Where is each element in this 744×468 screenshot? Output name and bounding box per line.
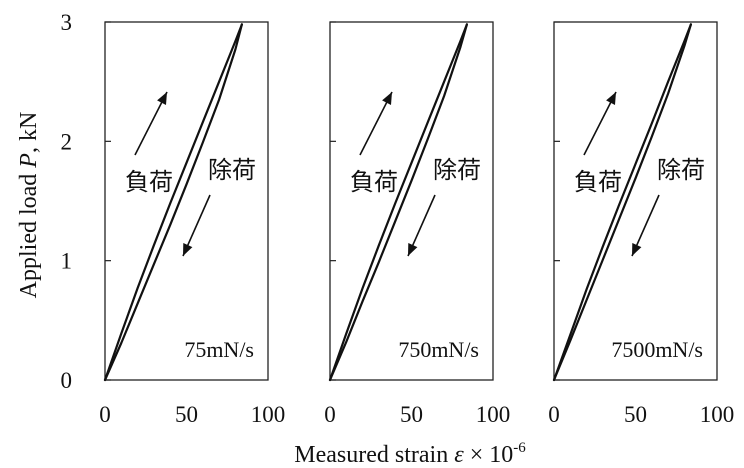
panel-2: 0 50 100 負荷 除荷 750mN/s — [324, 21, 511, 427]
rate-label: 7500mN/s — [611, 337, 703, 362]
unloading-curve — [328, 23, 468, 382]
unloading-label: 除荷 — [208, 156, 256, 184]
x-tick-label: 0 — [99, 402, 111, 427]
panels: 0 50 100 負荷 除荷 75mN/s 0 50 100 負荷 除荷 750mN/s 0 50 100 負… — [99, 21, 735, 427]
x-tick-label: 0 — [324, 402, 336, 427]
x-tick-label: 50 — [400, 402, 423, 427]
unloading-arrow-head — [632, 243, 642, 256]
x-tick-label: 50 — [175, 402, 198, 427]
unloading-arrow-head — [183, 243, 193, 256]
loading-arrow-head — [382, 92, 392, 105]
y-tick-labels: 0 1 2 3 — [61, 10, 73, 393]
loading-label: 負荷 — [574, 168, 622, 196]
unloading-curve — [552, 23, 692, 382]
loading-arrow-head — [157, 92, 167, 105]
loading-curve — [103, 23, 243, 382]
x-axis-title-prefix: Measured strain — [294, 442, 454, 468]
y-axis-title: Applied load P, kN — [16, 112, 42, 299]
x-axis-title-times: × 10 — [464, 442, 514, 468]
panel-1: 0 50 100 負荷 除荷 75mN/s — [99, 21, 286, 427]
x-tick-label: 100 — [700, 402, 735, 427]
y-tick-label: 2 — [61, 129, 73, 154]
x-axis-title-var: ε — [454, 442, 464, 468]
loading-curve — [552, 23, 692, 382]
panel-frame — [104, 21, 269, 381]
loading-arrow-head — [606, 92, 616, 105]
x-tick-label: 100 — [476, 402, 511, 427]
panel-3: 0 50 100 負荷 除荷 7500mN/s — [548, 21, 735, 427]
x-axis-title-exponent: -6 — [513, 440, 526, 456]
y-axis-title-suffix: , kN — [16, 112, 42, 153]
y-axis-title-prefix: Applied load — [16, 168, 42, 299]
x-tick-label: 100 — [251, 402, 286, 427]
unloading-label: 除荷 — [657, 156, 705, 184]
x-tick-label: 0 — [548, 402, 560, 427]
loading-label: 負荷 — [125, 168, 173, 196]
rate-label: 75mN/s — [184, 337, 254, 362]
rate-label: 750mN/s — [398, 337, 479, 362]
loading-label: 負荷 — [350, 168, 398, 196]
y-tick-label: 3 — [61, 10, 73, 35]
x-tick-label: 50 — [624, 402, 647, 427]
unloading-arrow-head — [408, 243, 418, 256]
y-tick-label: 1 — [61, 249, 73, 274]
panel-frame — [329, 21, 494, 381]
y-axis-title-var: P — [16, 153, 42, 169]
x-axis-title: Measured strain ε × 10-6 — [294, 440, 526, 468]
loading-curve — [328, 23, 468, 382]
panel-frame — [553, 21, 718, 381]
unloading-curve — [103, 23, 243, 382]
y-tick-label: 0 — [61, 368, 73, 393]
unloading-label: 除荷 — [433, 156, 481, 184]
